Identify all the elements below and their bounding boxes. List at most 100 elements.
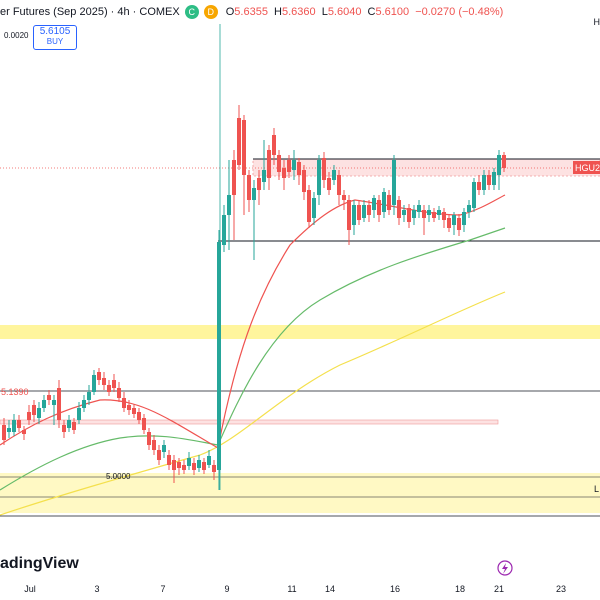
candle-up [262,170,266,182]
candle-down [17,420,21,428]
candle-up [492,172,496,185]
candle-up [372,198,376,210]
close-label: C [367,6,376,18]
candle-down [102,378,106,385]
x-tick-label: 3 [94,584,99,594]
buy-label: BUY [46,37,64,46]
candle-up [402,210,406,215]
candle-down [407,208,411,222]
candle-down [447,218,451,228]
delayed-data-badge[interactable]: D [203,5,218,19]
change-value: −0.0270 (−0.48%) [415,6,504,18]
candle-down [167,455,171,465]
x-tick-label: 18 [455,584,465,594]
candle-up [42,400,46,408]
candle-up [92,375,96,392]
candle-down [22,430,26,434]
candle-up [52,400,56,405]
candle-down [377,200,381,215]
candle-down [62,425,66,432]
candle-down [237,118,241,165]
demand-zone [0,473,600,513]
candle-down [142,418,146,430]
level-label-5-1390: 5.1390 [1,387,29,397]
candle-down [442,212,446,220]
candle-up [392,160,396,205]
closed-market-badge[interactable]: C [184,5,199,19]
candle-up [82,400,86,408]
candle-up [207,456,211,465]
candle-down [342,195,346,200]
candle-up [187,458,191,466]
close-value: 5.6100 [375,6,410,18]
candle-down [307,190,311,222]
candle-down [137,412,141,420]
right-edge-top-label: H [593,17,600,27]
candle-up [317,160,321,195]
candle-up [362,205,366,218]
candle-up [227,195,231,215]
candle-up [197,460,201,468]
candle-up [217,242,221,470]
candle-up [252,188,256,200]
candle-down [487,175,491,185]
candle-down [2,425,6,440]
candle-down [397,200,401,218]
candle-up [312,198,316,218]
candle-up [332,170,336,180]
x-tick-label: 7 [160,584,165,594]
right-edge-bottom-label: L [594,484,599,494]
low-value: 5.6040 [327,6,362,18]
candle-down [27,412,31,420]
candle-down [367,205,371,215]
candle-down [387,195,391,210]
spread-value: 0.0020 [4,31,29,40]
candle-up [462,212,466,225]
candle-up [437,210,441,215]
candle-up [37,408,41,418]
candle-down [282,168,286,178]
candle-up [12,420,16,432]
candle-up [452,215,456,225]
buy-price: 5.6105 [39,26,71,37]
candle-up [412,210,416,218]
candle-down [127,405,131,410]
lightning-icon[interactable] [497,560,513,576]
candle-down [242,120,246,175]
ma-green-line [0,227,506,491]
candle-down [322,158,326,180]
candle-up [467,205,471,212]
x-tick-label: 14 [325,584,335,594]
candle-down [57,388,61,420]
candle-down [297,162,301,175]
candle-up [77,408,81,420]
low-label: L [321,6,328,18]
candle-down [232,160,236,195]
candle-up [222,215,226,245]
high-value: 5.6360 [281,6,316,18]
x-tick-label: 9 [224,584,229,594]
candle-down [202,462,206,470]
x-tick-label: 23 [556,584,566,594]
x-axis: Jul 3 7 9 11 14 16 18 21 23 [24,584,566,594]
candle-down [422,210,426,218]
candle-up [482,175,486,190]
candle-down [177,462,181,468]
candle-up [67,420,71,428]
symbol-title[interactable]: er Futures (Sep 2025) · 4h · COMEX [0,6,180,18]
candle-down [112,380,116,388]
candle-down [357,205,361,220]
buy-button[interactable]: 5.6105 BUY [33,25,77,50]
candle-up [162,445,166,452]
candle-down [107,385,111,392]
candle-down [192,463,196,470]
candle-down [477,182,481,190]
candle-down [97,372,101,380]
tradingview-logo: adingView [0,555,79,572]
candle-down [172,460,176,470]
candle-up [427,210,431,215]
x-tick-label: 21 [494,584,504,594]
candle-down [302,170,306,192]
candle-down [287,160,291,172]
